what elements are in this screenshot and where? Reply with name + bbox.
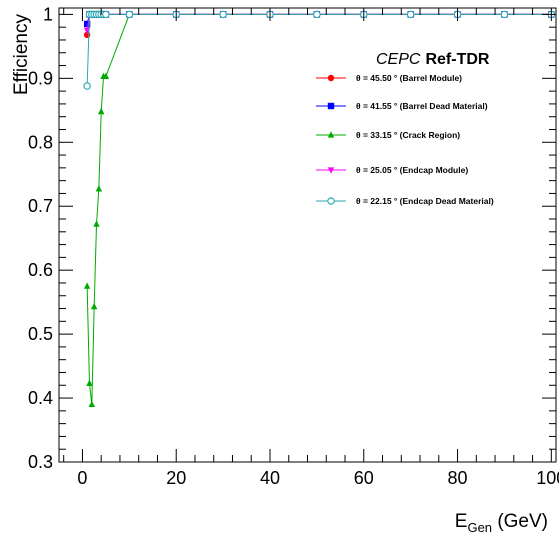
data-point — [83, 82, 91, 90]
y-tick-label: 1 — [43, 4, 53, 24]
legend-label: θ = 45.50 ° (Barrel Module) — [356, 73, 462, 83]
legend-label: θ = 22.15 ° (Endcap Dead Material) — [356, 196, 494, 206]
series-2 — [83, 10, 555, 408]
data-point — [83, 282, 91, 289]
data-point — [313, 10, 321, 19]
legend-marker — [327, 131, 335, 138]
y-axis-label: Efficiency — [11, 14, 32, 95]
x-tick-label: 100 — [536, 468, 559, 488]
legend-entry-3: θ = 25.05 ° (Endcap Module) — [316, 165, 468, 175]
y-tick-label: 0.5 — [28, 324, 53, 344]
data-point — [125, 10, 134, 19]
x-tick-label: 0 — [77, 468, 87, 488]
data-point — [86, 379, 93, 386]
y-tick-label: 0.7 — [28, 196, 53, 216]
x-axis-label-sub: Gen — [467, 520, 492, 535]
data-point — [500, 10, 509, 19]
legend-label: θ = 25.05 ° (Endcap Module) — [356, 165, 468, 175]
series-line — [86, 13, 552, 405]
legend-entry-4: θ = 22.15 ° (Endcap Dead Material) — [316, 196, 494, 206]
data-point — [83, 20, 91, 28]
x-axis-label-base: E — [455, 511, 468, 532]
chart-title: CEPC Ref-TDR — [376, 51, 490, 68]
y-tick-label: 0.6 — [28, 260, 53, 280]
y-tick-label: 0.3 — [28, 452, 53, 472]
y-tick-label: 0.8 — [28, 132, 53, 152]
chart-title-bold: Ref-TDR — [425, 51, 489, 68]
legend-label: θ = 41.55 ° (Barrel Dead Material) — [356, 101, 488, 111]
data-point — [88, 400, 96, 408]
legend-entry-1: θ = 41.55 ° (Barrel Dead Material) — [316, 101, 488, 111]
plot-frame — [58, 7, 557, 463]
chart-title-italic: CEPC — [376, 51, 421, 68]
data-point — [406, 10, 415, 19]
legend-entry-2: θ = 33.15 ° (Crack Region) — [316, 130, 460, 140]
legend-label: θ = 33.15 ° (Crack Region) — [356, 130, 460, 140]
legend-marker — [327, 167, 335, 174]
axes-layer: 0 20 40 60 80 100 0.3 0.4 0.5 0.6 0.7 0.8 0.9 1 — [28, 4, 559, 488]
legend: θ = 45.50 ° (Barrel Module) θ = 41.55 ° (… — [316, 73, 494, 206]
legend-marker — [327, 197, 335, 205]
x-axis-label-unit: (GeV) — [492, 511, 548, 532]
data-point — [102, 72, 110, 80]
x-axis-label: EGen (GeV) — [455, 511, 548, 535]
data-point — [93, 220, 100, 227]
legend-entry-0: θ = 45.50 ° (Barrel Module) — [316, 73, 462, 83]
series-layer — [83, 10, 556, 408]
data-point — [95, 185, 103, 192]
y-tick-label: 0.4 — [28, 388, 53, 408]
y-tick-label: 0.9 — [28, 68, 53, 88]
data-point — [219, 10, 227, 19]
x-tick-label: 80 — [448, 468, 468, 488]
data-point — [90, 302, 98, 310]
x-tick-label: 60 — [354, 468, 374, 488]
legend-marker — [327, 102, 335, 110]
x-tick-label: 20 — [166, 468, 186, 488]
data-point — [102, 10, 110, 19]
legend-marker — [327, 74, 335, 82]
data-point — [97, 107, 105, 115]
x-tick-label: 40 — [260, 468, 280, 488]
